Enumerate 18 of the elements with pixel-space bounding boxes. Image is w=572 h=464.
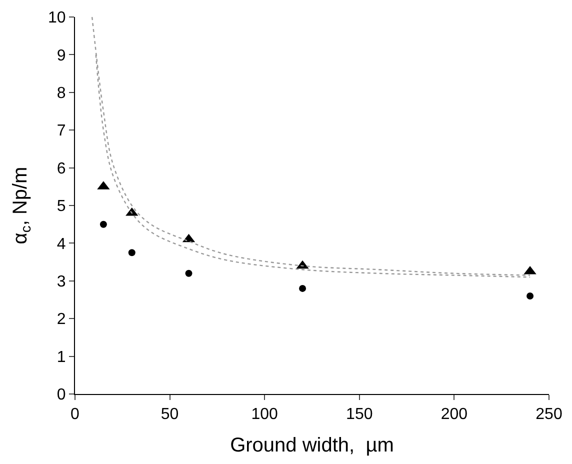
y-tick-label: 9 bbox=[56, 47, 66, 64]
y-tick-label: 6 bbox=[56, 160, 66, 178]
x-tick-label: 100 bbox=[251, 406, 278, 424]
y-tick-label: 4 bbox=[56, 236, 66, 253]
x-axis-title: Ground width, µm bbox=[230, 434, 394, 457]
y-tick-label: 2 bbox=[56, 311, 66, 328]
x-tick-label: 250 bbox=[536, 406, 562, 424]
y-tick-label: 8 bbox=[56, 85, 66, 102]
x-tick-label: 200 bbox=[440, 406, 468, 424]
y-tick-label: 1 bbox=[56, 348, 66, 366]
y-tick-label: 0 bbox=[56, 386, 66, 404]
y-tick-label: 3 bbox=[56, 274, 66, 290]
y-tick-label: 7 bbox=[56, 122, 66, 140]
y-tick-label: 10 bbox=[48, 10, 66, 27]
y-tick-label: 5 bbox=[56, 198, 66, 216]
x-tick-label: 0 bbox=[70, 406, 80, 424]
x-tick-label: 150 bbox=[346, 406, 373, 424]
x-tick-label: 50 bbox=[160, 406, 179, 424]
